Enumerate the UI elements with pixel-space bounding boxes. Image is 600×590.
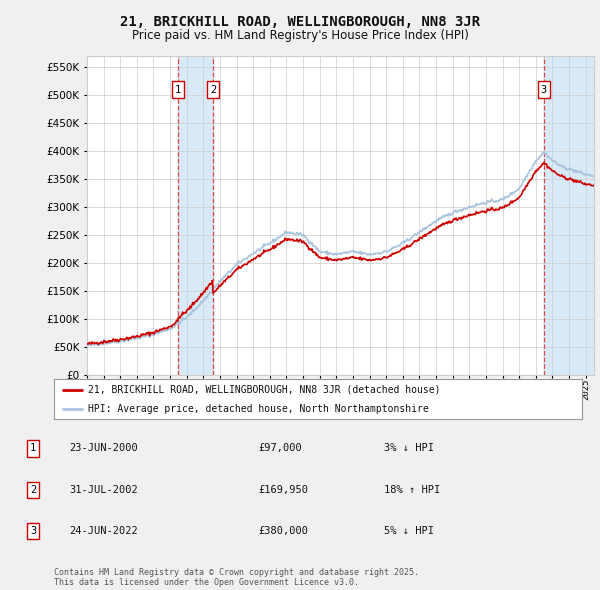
Text: 21, BRICKHILL ROAD, WELLINGBOROUGH, NN8 3JR (detached house): 21, BRICKHILL ROAD, WELLINGBOROUGH, NN8 …	[88, 385, 441, 395]
Text: Price paid vs. HM Land Registry's House Price Index (HPI): Price paid vs. HM Land Registry's House …	[131, 29, 469, 42]
Text: 1: 1	[30, 444, 36, 453]
Text: £97,000: £97,000	[258, 444, 302, 453]
Bar	[544, 56, 594, 375]
Text: £169,950: £169,950	[258, 485, 308, 494]
Text: £380,000: £380,000	[258, 526, 308, 536]
Text: 2: 2	[30, 485, 36, 494]
Text: 31-JUL-2002: 31-JUL-2002	[69, 485, 138, 494]
Text: Contains HM Land Registry data © Crown copyright and database right 2025.
This d: Contains HM Land Registry data © Crown c…	[54, 568, 419, 587]
Text: 3: 3	[30, 526, 36, 536]
Text: 18% ↑ HPI: 18% ↑ HPI	[384, 485, 440, 494]
Text: 2: 2	[210, 84, 216, 94]
Text: 23-JUN-2000: 23-JUN-2000	[69, 444, 138, 453]
Text: 24-JUN-2022: 24-JUN-2022	[69, 526, 138, 536]
Text: 3% ↓ HPI: 3% ↓ HPI	[384, 444, 434, 453]
Text: 3: 3	[541, 84, 547, 94]
Text: 5% ↓ HPI: 5% ↓ HPI	[384, 526, 434, 536]
Text: 21, BRICKHILL ROAD, WELLINGBOROUGH, NN8 3JR: 21, BRICKHILL ROAD, WELLINGBOROUGH, NN8 …	[120, 15, 480, 29]
Text: HPI: Average price, detached house, North Northamptonshire: HPI: Average price, detached house, Nort…	[88, 404, 429, 414]
Bar	[178, 56, 213, 375]
Text: 1: 1	[175, 84, 181, 94]
